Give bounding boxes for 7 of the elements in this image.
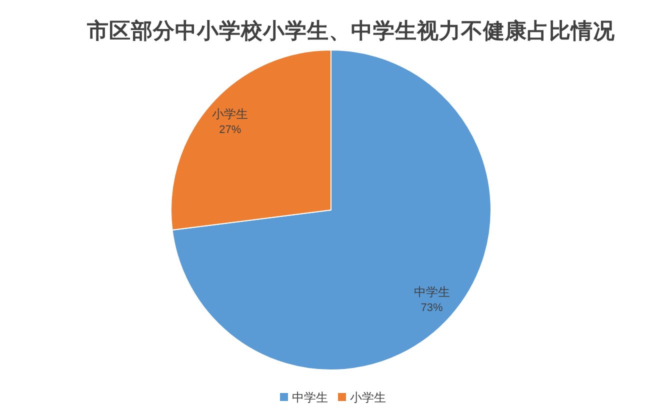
data-label: 73%	[420, 302, 444, 314]
slice-label: 小学生	[212, 107, 248, 122]
slice-label: 中学生	[414, 284, 450, 299]
chart-title: 市区部分中小学校小学生、中学生视力不健康占比情况	[86, 18, 616, 43]
legend-label: 中学生	[292, 390, 328, 404]
data-label: 27%	[219, 124, 242, 136]
legend-label: 小学生	[350, 390, 386, 404]
